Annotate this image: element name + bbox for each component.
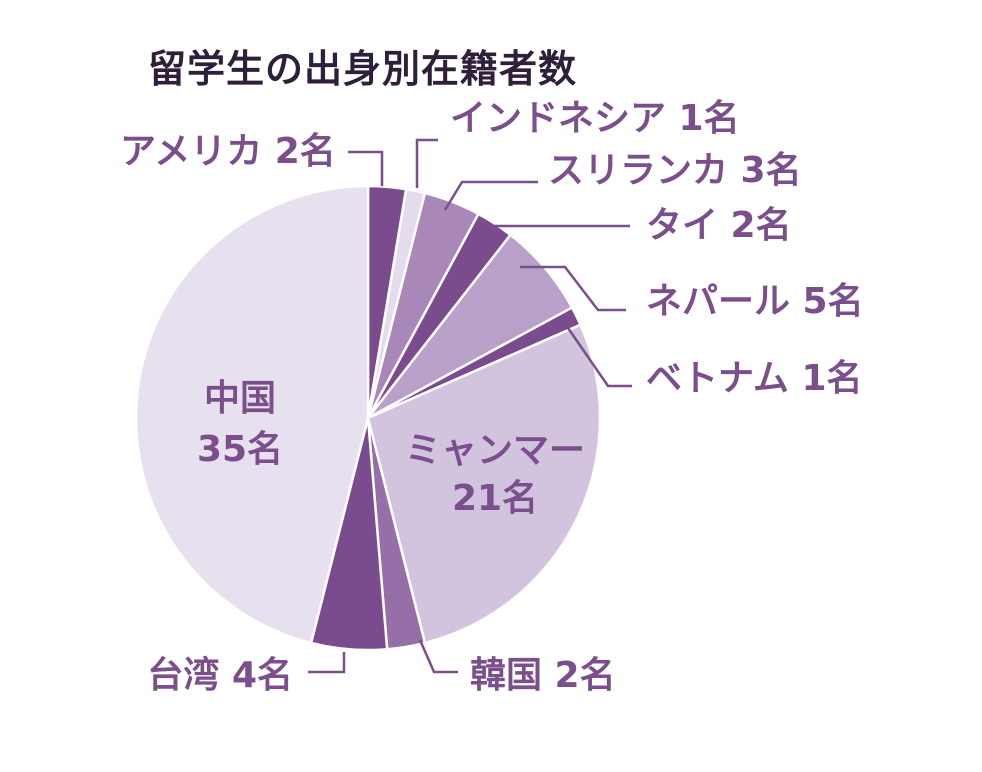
pie-slices xyxy=(134,184,602,652)
label-china-name: 中国 xyxy=(204,378,276,419)
label-srilanka: スリランカ 3名 xyxy=(548,150,802,191)
label-america: アメリカ 2名 xyxy=(120,131,336,172)
label-china-value: 35名 xyxy=(197,429,283,470)
slice-myanmar xyxy=(366,323,602,645)
label-myanmar-name: ミャンマー xyxy=(405,430,585,471)
label-nepal: ネパール 5名 xyxy=(646,281,864,322)
leader-nepal xyxy=(520,265,626,312)
label-thailand: タイ 2名 xyxy=(646,205,792,246)
slice-china xyxy=(134,184,370,645)
leader-lines xyxy=(308,138,632,674)
label-indonesia: インドネシア 1名 xyxy=(450,98,740,139)
leader-korea xyxy=(418,639,458,674)
label-korea: 韓国 2名 xyxy=(470,655,616,696)
leader-vietnam xyxy=(566,327,632,388)
label-vietnam: ベトナム 1名 xyxy=(646,358,863,399)
label-taiwan: 台湾 4名 xyxy=(147,654,293,696)
leader-taiwan xyxy=(308,652,346,674)
leader-srilanka xyxy=(443,180,538,211)
chart-title: 留学生の出身別在籍者数 xyxy=(148,47,578,91)
label-myanmar-value: 21名 xyxy=(452,478,538,519)
leader-america xyxy=(348,150,384,186)
leader-indonesia xyxy=(415,138,438,188)
